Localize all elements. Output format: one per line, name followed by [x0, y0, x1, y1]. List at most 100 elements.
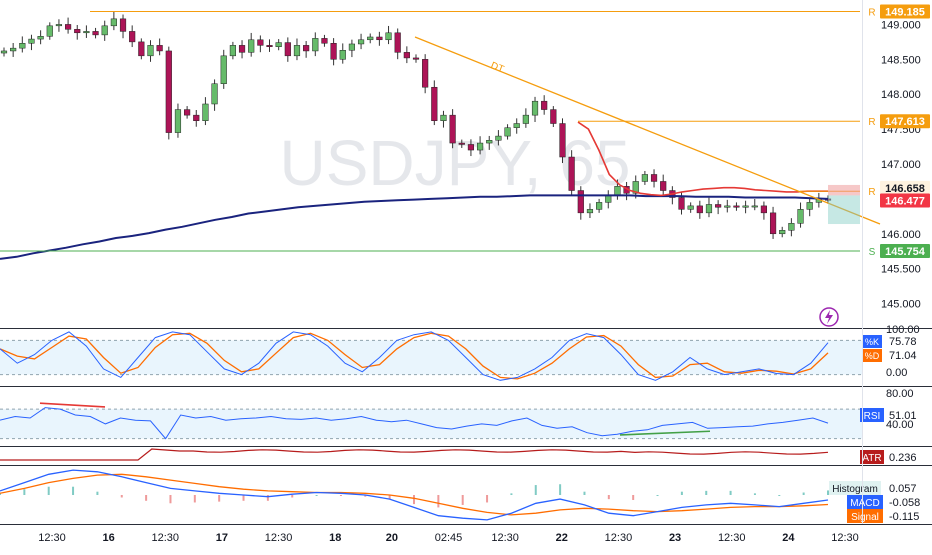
macd-hist-bar: [242, 495, 245, 501]
macd-pane[interactable]: Histogram 0.057 MACD -0.058 Signal -0.115: [0, 469, 920, 523]
candle-body: [650, 174, 658, 182]
price-axis[interactable]: 149.000148.500148.000147.500147.000146.5…: [881, 19, 921, 310]
stochastic-pane[interactable]: 100.00 0.00 %K 75.78 %D 71.04: [0, 324, 920, 381]
macd-hist-bar: [656, 495, 659, 496]
stoch-k-value: 75.78: [889, 336, 917, 348]
candle-body: [724, 205, 731, 208]
candle-body: [687, 205, 694, 210]
candle-body: [440, 114, 447, 121]
stop-zone: [828, 184, 860, 196]
macd-hist-bar: [315, 495, 318, 496]
candle-body: [733, 205, 740, 208]
time-tick-label: 18: [329, 532, 341, 544]
macd-hist-bar: [339, 495, 342, 496]
candle-body: [275, 42, 282, 48]
trendline-label: DT: [489, 60, 505, 75]
macd-hist-value: 0.057: [889, 483, 917, 495]
time-tick-label: 12:30: [152, 532, 180, 544]
candle-body: [37, 36, 44, 40]
candle-body: [284, 42, 291, 57]
macd-value: -0.058: [889, 497, 920, 509]
price-tags: 149.185147.613146.610145.754146.658146.4…: [880, 4, 930, 258]
stoch-k-label: %K: [865, 337, 879, 347]
macd-hist-bar: [266, 495, 269, 501]
rsi-tick: 80.00: [886, 388, 914, 400]
price-tag: [880, 180, 930, 195]
candle-body: [28, 38, 35, 44]
candle-body: [303, 45, 310, 52]
candle-body: [92, 31, 99, 36]
stoch-k-line: [0, 331, 829, 381]
time-tick-label: 12:30: [831, 532, 859, 544]
macd-badge: [847, 495, 883, 509]
candle-body: [550, 109, 557, 124]
candle-body: [119, 18, 127, 32]
candle-body: [376, 36, 383, 41]
time-axis[interactable]: 12:30 16 12:30 17 12:30 18 20 02:45 12:30 22 12:30…: [38, 532, 859, 544]
atr-label: ATR: [862, 453, 881, 464]
atr-badge: [860, 450, 884, 464]
candle-body: [769, 212, 777, 235]
rsi-divergence-bearish: [39, 402, 106, 408]
downtrend-line: [414, 36, 881, 225]
candle-body: [147, 45, 154, 57]
stoch-d-label: %D: [865, 351, 880, 361]
candle-body: [156, 45, 163, 52]
candle-body: [715, 204, 722, 208]
candle-body: [165, 50, 172, 133]
candle-body: [477, 142, 484, 151]
macd-line: [0, 469, 829, 521]
candle-body: [257, 39, 264, 46]
price-tick-label: 146.000: [881, 229, 921, 241]
time-tick-label: 12:30: [265, 532, 293, 544]
candle-body: [19, 43, 26, 49]
macd-hist-badge: [829, 481, 881, 495]
candle-body: [760, 205, 767, 214]
time-tick-label: 20: [386, 532, 398, 544]
atr-value: 0.236: [889, 452, 917, 464]
candle-body: [220, 55, 227, 84]
rsi-pane[interactable]: 80.00 40.00 RSI 51.01: [0, 388, 917, 440]
candle-body: [797, 209, 804, 224]
atr-pane[interactable]: ATR 0.236: [0, 448, 917, 464]
candle-body: [394, 32, 401, 53]
candle-body: [74, 29, 81, 34]
time-tick-label: 12:30: [718, 532, 746, 544]
price-tick-label: 147.000: [881, 159, 921, 171]
level-tag-text: 145.754: [885, 246, 926, 258]
candle-body: [559, 123, 566, 158]
candle-body: [229, 45, 236, 57]
candle-body: [138, 41, 145, 57]
candle-body: [202, 103, 209, 121]
atr-line: [0, 448, 829, 461]
candle-body: [83, 31, 90, 34]
price-pane[interactable]: DT R R R S: [0, 8, 881, 260]
candle-body: [293, 45, 301, 57]
time-tick-label: 16: [103, 532, 115, 544]
macd-hist-bar: [559, 484, 562, 495]
candle-body: [184, 109, 191, 116]
macd-hist-bar: [680, 491, 683, 495]
macd-hist-bar: [47, 486, 50, 495]
macd-signal-line: [0, 473, 829, 516]
time-tick-label: 24: [782, 532, 795, 544]
level-tag-text: 147.613: [885, 116, 925, 128]
candle-body: [174, 109, 182, 133]
candle-body: [614, 186, 621, 196]
candle-body: [632, 181, 639, 194]
macd-hist-bar: [729, 490, 732, 495]
lightning-icon[interactable]: [819, 307, 839, 327]
level-tag-text: 149.185: [885, 7, 925, 19]
stoch-d-line: [0, 332, 829, 380]
rsi-divergence-bullish: [619, 430, 711, 436]
candle-body: [806, 202, 813, 210]
level-letter: R: [868, 117, 875, 128]
macd-hist-bar: [218, 495, 221, 502]
candle-body: [705, 204, 713, 214]
candle-body: [412, 57, 420, 60]
price-tick-label: 145.500: [881, 264, 921, 276]
macd-hist-bar: [778, 495, 781, 496]
candle-body: [10, 47, 17, 52]
